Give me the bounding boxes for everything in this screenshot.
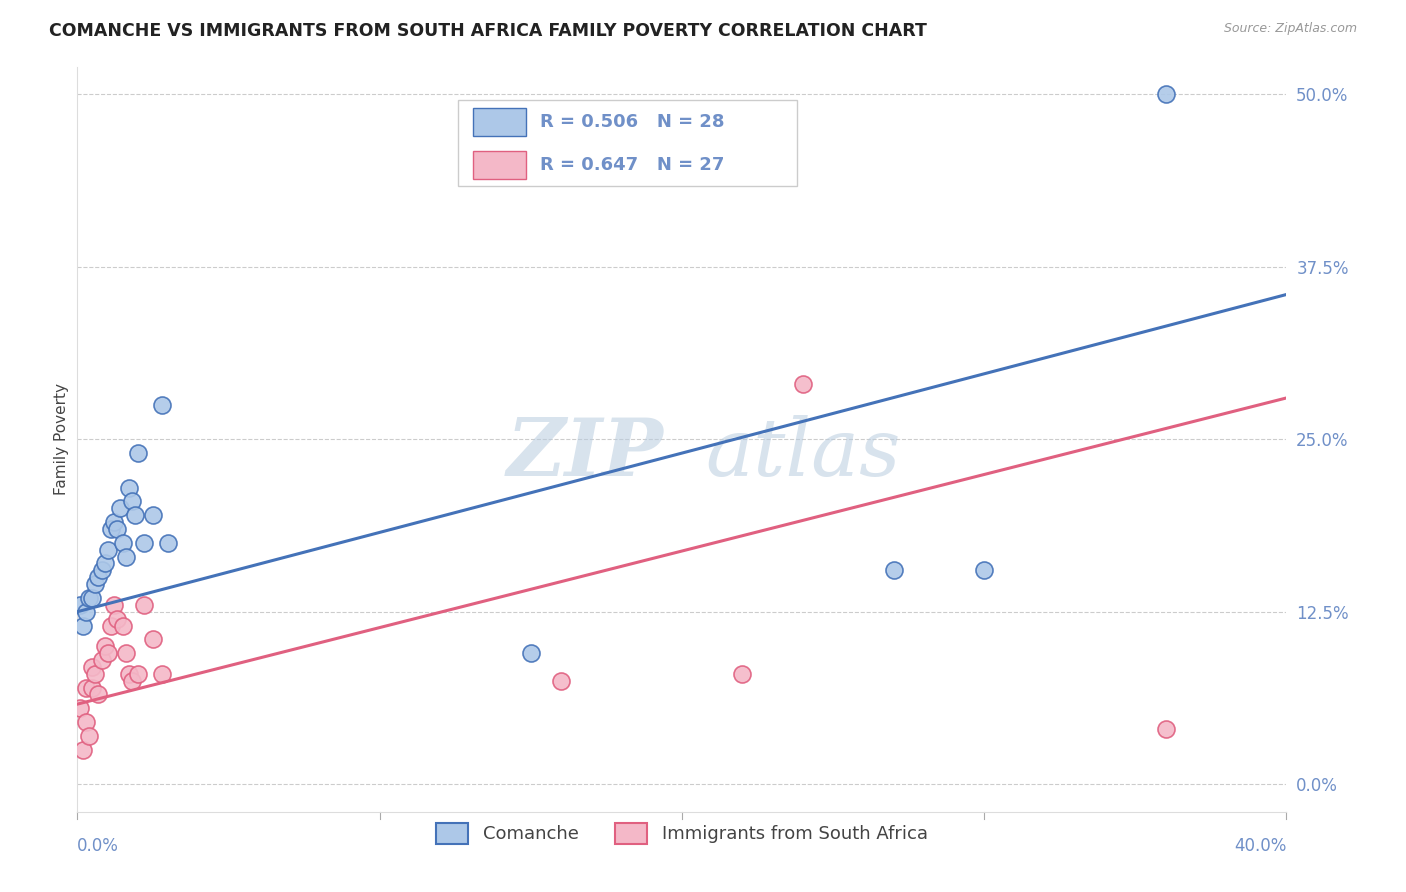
Point	[121, 494, 143, 508]
Point	[69, 598, 91, 612]
Text: ZIP: ZIP	[506, 416, 664, 493]
Point	[90, 653, 112, 667]
Text: COMANCHE VS IMMIGRANTS FROM SOUTH AFRICA FAMILY POVERTY CORRELATION CHART: COMANCHE VS IMMIGRANTS FROM SOUTH AFRICA…	[49, 22, 927, 40]
Text: Source: ZipAtlas.com: Source: ZipAtlas.com	[1223, 22, 1357, 36]
Point	[731, 666, 754, 681]
FancyBboxPatch shape	[472, 151, 526, 178]
Point	[100, 618, 122, 632]
Point	[973, 563, 995, 577]
Text: R = 0.647   N = 27: R = 0.647 N = 27	[540, 156, 725, 174]
Point	[72, 742, 94, 756]
Point	[82, 660, 104, 674]
Text: 0.0%: 0.0%	[77, 837, 120, 855]
Point	[132, 598, 155, 612]
Point	[150, 666, 173, 681]
Point	[127, 446, 149, 460]
Point	[118, 666, 141, 681]
Point	[69, 701, 91, 715]
Point	[883, 563, 905, 577]
Point	[75, 714, 97, 729]
Point	[96, 542, 118, 557]
Point	[114, 549, 136, 564]
Point	[150, 398, 173, 412]
Point	[520, 646, 543, 660]
Point	[82, 681, 104, 695]
Point	[142, 632, 165, 647]
Point	[114, 646, 136, 660]
FancyBboxPatch shape	[458, 101, 797, 186]
Point	[550, 673, 572, 688]
Point	[792, 377, 814, 392]
Legend: Comanche, Immigrants from South Africa: Comanche, Immigrants from South Africa	[429, 816, 935, 851]
Point	[127, 666, 149, 681]
Point	[93, 557, 115, 571]
Point	[100, 522, 122, 536]
Point	[1154, 722, 1177, 736]
Point	[87, 688, 110, 702]
Point	[1154, 87, 1177, 102]
Point	[105, 522, 128, 536]
Point	[111, 618, 134, 632]
Point	[142, 508, 165, 523]
Point	[72, 618, 94, 632]
Point	[96, 646, 118, 660]
Text: atlas: atlas	[706, 416, 900, 493]
Point	[82, 591, 104, 605]
Point	[84, 577, 107, 591]
Y-axis label: Family Poverty: Family Poverty	[53, 384, 69, 495]
Point	[118, 481, 141, 495]
Point	[103, 598, 125, 612]
Point	[103, 515, 125, 529]
Point	[75, 605, 97, 619]
Point	[75, 681, 97, 695]
Text: R = 0.506   N = 28: R = 0.506 N = 28	[540, 112, 725, 131]
Point	[105, 612, 128, 626]
Point	[84, 666, 107, 681]
FancyBboxPatch shape	[472, 108, 526, 136]
Point	[79, 591, 101, 605]
Point	[90, 563, 112, 577]
Point	[111, 535, 134, 549]
Text: 40.0%: 40.0%	[1234, 837, 1286, 855]
Point	[79, 729, 101, 743]
Point	[87, 570, 110, 584]
Point	[93, 639, 115, 653]
Point	[124, 508, 146, 523]
Point	[157, 535, 180, 549]
Point	[108, 501, 131, 516]
Point	[132, 535, 155, 549]
Point	[121, 673, 143, 688]
